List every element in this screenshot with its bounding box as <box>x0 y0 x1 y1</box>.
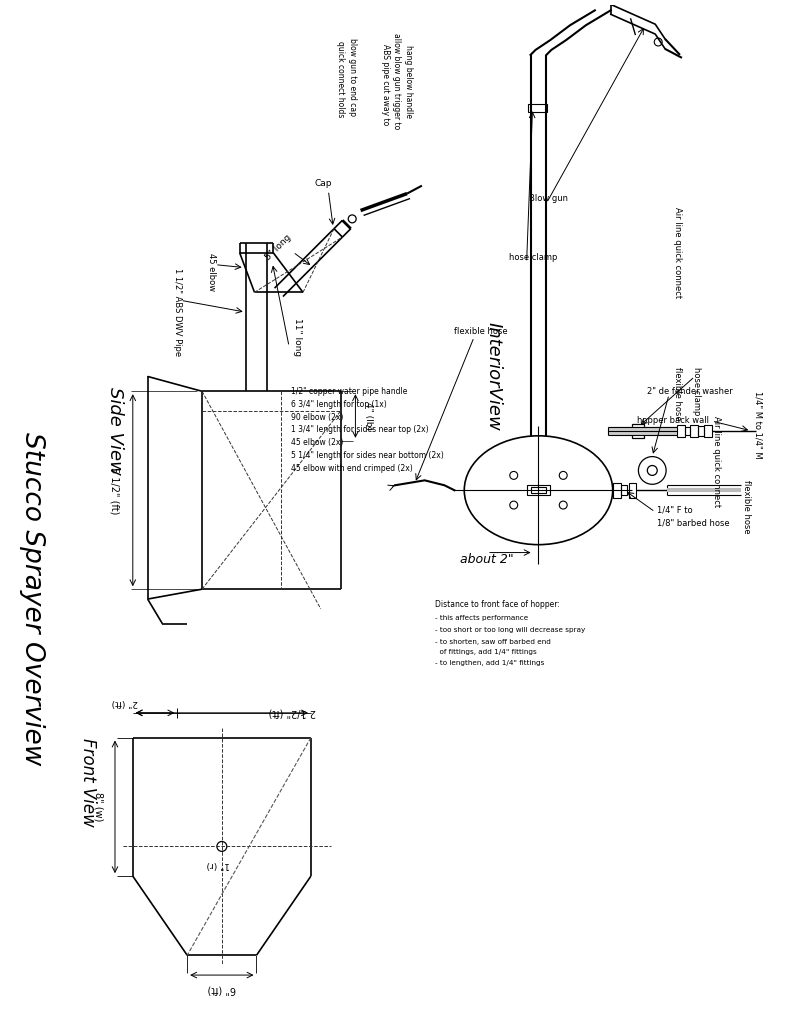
Text: flexible hose: flexible hose <box>742 480 751 534</box>
Text: Side View: Side View <box>106 387 124 475</box>
Text: 1 1/2" ABS DWV Pipe: 1 1/2" ABS DWV Pipe <box>172 268 182 356</box>
Text: Cap: Cap <box>315 179 332 187</box>
Text: hose clamp: hose clamp <box>692 367 702 415</box>
Bar <box>633 424 645 438</box>
Text: hose clamp: hose clamp <box>509 253 557 262</box>
Bar <box>677 425 685 437</box>
Text: Front View: Front View <box>79 737 97 826</box>
Text: 2" (ft): 2" (ft) <box>112 698 138 708</box>
Text: allow blow gun trigger to: allow blow gun trigger to <box>392 34 402 130</box>
Text: 1 3/4" length for sides near top (2x): 1 3/4" length for sides near top (2x) <box>291 425 429 434</box>
Text: blow gun to end cap: blow gun to end cap <box>348 38 357 116</box>
Text: 1/4" F to: 1/4" F to <box>657 506 693 514</box>
Text: 90 elbow (2x): 90 elbow (2x) <box>291 413 343 422</box>
Text: 6 3/4" length for top (1x): 6 3/4" length for top (1x) <box>291 399 387 409</box>
Bar <box>527 485 551 496</box>
Bar <box>698 426 704 436</box>
Bar <box>704 425 712 437</box>
Bar <box>613 483 621 498</box>
Text: 8" (w): 8" (w) <box>93 793 103 821</box>
Text: Air line quick connect: Air line quick connect <box>712 416 721 507</box>
Text: - too short or too long will decrease spray: - too short or too long will decrease sp… <box>434 627 585 633</box>
Text: 45 elbow (2x): 45 elbow (2x) <box>291 438 343 447</box>
Text: Air line quick connect: Air line quick connect <box>672 207 682 298</box>
Text: of fittings, add 1/4" fittings: of fittings, add 1/4" fittings <box>434 648 536 654</box>
Text: 5 1/2" (ft): 5 1/2" (ft) <box>110 467 120 514</box>
Text: flexible hose: flexible hose <box>454 328 508 337</box>
Text: 45 elbow with end crimped (2x): 45 elbow with end crimped (2x) <box>291 464 413 473</box>
Text: 1/4" M to 1/4" M: 1/4" M to 1/4" M <box>754 391 763 459</box>
Text: 6" (ft): 6" (ft) <box>207 985 236 995</box>
Text: hopper back wall: hopper back wall <box>638 417 710 425</box>
Text: InteriorView: InteriorView <box>485 323 503 431</box>
Text: - to shorten, saw off barbed end: - to shorten, saw off barbed end <box>434 639 551 645</box>
Bar <box>685 427 690 435</box>
Bar <box>531 487 547 494</box>
Bar <box>629 483 637 498</box>
Text: 11" long: 11" long <box>293 317 301 356</box>
Bar <box>690 425 698 437</box>
Text: hang below handle: hang below handle <box>404 45 414 118</box>
Text: 5 1/4" length for sides near bottom (2x): 5 1/4" length for sides near bottom (2x) <box>291 452 444 460</box>
Bar <box>621 485 626 496</box>
Text: about 2": about 2" <box>460 553 514 566</box>
Text: 45 elbow: 45 elbow <box>207 254 217 292</box>
Text: - this affects performance: - this affects performance <box>434 614 528 621</box>
Text: flexible hose: flexible hose <box>672 367 682 420</box>
Text: 1" (r): 1" (r) <box>206 860 229 868</box>
Text: ABS pipe cut away to: ABS pipe cut away to <box>380 44 390 125</box>
Text: - to lengthen, add 1/4" fittings: - to lengthen, add 1/4" fittings <box>434 660 544 667</box>
Text: 1/8" barbed hose: 1/8" barbed hose <box>657 518 730 527</box>
Text: 5" long: 5" long <box>263 232 293 262</box>
Text: 2 1/2" (ft): 2 1/2" (ft) <box>268 708 316 718</box>
Bar <box>528 104 547 113</box>
Text: 1/2" copper water pipe handle: 1/2" copper water pipe handle <box>291 387 407 396</box>
Text: Distance to front face of hopper:: Distance to front face of hopper: <box>434 599 559 608</box>
Text: 2" de fender washer: 2" de fender washer <box>647 387 733 396</box>
Text: Blow gun: Blow gun <box>528 194 568 203</box>
Text: 4" (lb): 4" (lb) <box>364 402 373 430</box>
Text: quick connect holds: quick connect holds <box>336 41 345 118</box>
Text: Stucco Sprayer Overview: Stucco Sprayer Overview <box>19 432 45 766</box>
